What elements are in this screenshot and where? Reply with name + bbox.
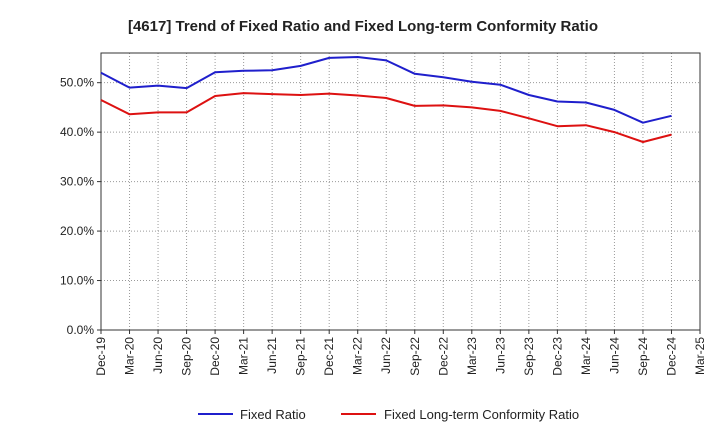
x-tick-label: Jun-22 bbox=[379, 337, 393, 374]
x-tick-label: Jun-20 bbox=[151, 337, 165, 374]
x-tick-label: Dec-22 bbox=[436, 337, 450, 376]
legend: Fixed Ratio Fixed Long-term Conformity Ra… bbox=[198, 407, 579, 422]
x-tick-label: Sep-21 bbox=[294, 337, 308, 376]
x-tick-label: Mar-24 bbox=[579, 337, 593, 375]
plot-frame bbox=[100, 52, 701, 331]
x-tick-label: Mar-25 bbox=[693, 337, 707, 375]
x-tick-label: Jun-23 bbox=[493, 337, 507, 374]
x-tick-label: Jun-24 bbox=[607, 337, 621, 374]
x-tick-label: Dec-21 bbox=[322, 337, 336, 376]
series-lines bbox=[100, 56, 672, 143]
y-tick-label: 30.0% bbox=[60, 175, 94, 189]
legend-label: Fixed Long-term Conformity Ratio bbox=[384, 407, 579, 422]
x-tick-label: Dec-19 bbox=[94, 337, 108, 376]
y-tick-label: 0.0% bbox=[67, 323, 95, 337]
x-tick-label: Sep-24 bbox=[636, 337, 650, 376]
x-axis-ticks: Dec-19 Mar-20 Jun-20 Sep-20 Dec-20 Mar-21 Jun-… bbox=[94, 330, 707, 376]
x-tick-label: Mar-20 bbox=[123, 337, 137, 375]
chart-title: [4617] Trend of Fixed Ratio and Fixed Lo… bbox=[128, 18, 598, 35]
x-tick-label: Jun-21 bbox=[265, 337, 279, 374]
x-tick-label: Mar-22 bbox=[351, 337, 365, 375]
y-tick-label: 20.0% bbox=[60, 224, 94, 238]
legend-label: Fixed Ratio bbox=[240, 407, 306, 422]
grid-lines bbox=[101, 53, 701, 330]
x-tick-label: Mar-21 bbox=[237, 337, 251, 375]
x-tick-label: Sep-20 bbox=[180, 337, 194, 376]
series-line-fixed-ratio bbox=[100, 56, 672, 124]
x-tick-label: Sep-23 bbox=[522, 337, 536, 376]
y-axis-ticks: 0.0% 10.0% 20.0% 30.0% 40.0% 50.0% bbox=[60, 76, 101, 337]
axes bbox=[100, 52, 701, 331]
x-tick-label: Mar-23 bbox=[465, 337, 479, 375]
x-tick-label: Dec-20 bbox=[208, 337, 222, 376]
y-tick-label: 40.0% bbox=[60, 125, 94, 139]
y-tick-label: 50.0% bbox=[60, 76, 94, 90]
x-tick-label: Dec-23 bbox=[550, 337, 564, 376]
series-line-fixed-long-term-conformity-ratio bbox=[100, 92, 672, 143]
x-tick-label: Sep-22 bbox=[408, 337, 422, 376]
x-tick-label: Dec-24 bbox=[664, 337, 678, 376]
y-tick-label: 10.0% bbox=[60, 274, 94, 288]
